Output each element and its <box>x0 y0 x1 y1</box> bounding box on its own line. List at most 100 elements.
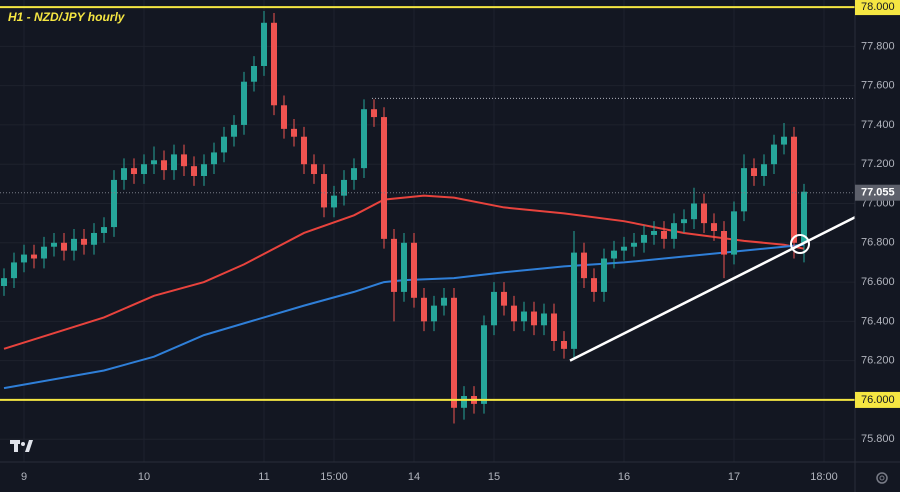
candle-body <box>801 191 807 243</box>
moving-average <box>3 194 805 350</box>
price-level-badge <box>855 391 900 408</box>
candle-body <box>241 81 247 125</box>
x-tick-label: 17 <box>728 471 740 483</box>
candle-body <box>61 242 67 251</box>
candle-body <box>621 246 627 251</box>
y-tick-label: 76.600 <box>861 276 895 288</box>
candle-body <box>211 152 217 165</box>
candle-body <box>71 238 77 251</box>
last-price-label: 77.055 <box>861 187 895 199</box>
candle-body <box>11 262 17 279</box>
settings-icon[interactable] <box>876 472 888 484</box>
trendline <box>569 216 856 362</box>
candle-body <box>791 136 797 243</box>
candle-body <box>571 252 577 349</box>
candle-body <box>701 203 707 224</box>
candle-body <box>361 109 367 169</box>
candle-body <box>311 164 317 175</box>
x-tick-label: 16 <box>618 471 630 483</box>
candle-body <box>551 313 557 341</box>
x-tick-label: 10 <box>138 471 150 483</box>
candle-body <box>131 168 137 175</box>
candle-body <box>111 179 117 228</box>
candle-body <box>501 291 507 306</box>
candle-body <box>181 154 187 167</box>
chart-title: H1 - NZD/JPY hourly <box>8 10 126 24</box>
candle-body <box>231 124 237 137</box>
candle-body <box>51 242 57 247</box>
candle-body <box>41 246 47 259</box>
y-tick-label: 78.000 <box>861 1 895 13</box>
y-tick-label: 77.600 <box>861 80 895 92</box>
logo <box>10 440 33 452</box>
candle-body <box>191 166 197 176</box>
y-tick-label: 76.000 <box>861 394 895 406</box>
candle-body <box>1 278 7 286</box>
candle-body <box>671 223 677 239</box>
x-tick-label: 14 <box>408 471 420 483</box>
y-tick-label: 76.800 <box>861 237 895 249</box>
y-tick-label: 77.800 <box>861 40 895 52</box>
candle-body <box>331 195 337 208</box>
candle-body <box>201 164 207 176</box>
candle-body <box>581 252 587 279</box>
candle-body <box>281 105 287 129</box>
candle-body <box>371 109 377 118</box>
candle-body <box>601 258 607 292</box>
candle-body <box>461 396 467 408</box>
last-price-badge <box>855 184 900 201</box>
candle-body <box>641 234 647 243</box>
candle-body <box>171 154 177 171</box>
candle-body <box>161 160 167 171</box>
candle-body <box>81 238 87 245</box>
candle-body <box>31 254 37 259</box>
x-tick-label: 15:00 <box>320 471 348 483</box>
candle-body <box>781 136 787 145</box>
candle-body <box>291 128 297 137</box>
y-tick-label: 75.800 <box>861 433 895 445</box>
candle-body <box>381 117 387 239</box>
y-tick-label: 77.400 <box>861 119 895 131</box>
candle-body <box>631 242 637 247</box>
candle-body <box>451 297 457 408</box>
candle-body <box>21 254 27 263</box>
candle-body <box>741 168 747 212</box>
candle-body <box>261 22 267 67</box>
candle-body <box>661 231 667 239</box>
candle-body <box>711 223 717 231</box>
candle-body <box>771 144 777 165</box>
candle-body <box>441 297 447 306</box>
y-tick-label: 76.200 <box>861 355 895 367</box>
candle-body <box>271 22 277 106</box>
highlight-circle <box>790 234 810 254</box>
candle-body <box>391 238 397 292</box>
candle-body <box>341 179 347 196</box>
candle-body <box>411 242 417 298</box>
candle-body <box>511 305 517 322</box>
candle-body <box>431 305 437 322</box>
candle-body <box>421 297 427 322</box>
axes: 75.800 76.000 76.200 76.400 76.600 76.800 77.0… <box>21 0 900 483</box>
candle-body <box>481 325 487 404</box>
candle-body <box>531 311 537 326</box>
candle-body <box>521 311 527 322</box>
candle-body <box>611 250 617 259</box>
candle-body <box>541 313 547 326</box>
y-tick-label: 76.400 <box>861 315 895 327</box>
x-tick-label: 9 <box>21 471 27 483</box>
candle-body <box>731 211 737 255</box>
candle-body <box>221 136 227 153</box>
x-tick-label: 11 <box>258 471 269 483</box>
candle-body <box>651 231 657 235</box>
candle-body <box>721 231 727 255</box>
candle-body <box>401 242 407 292</box>
candle-body <box>251 66 257 82</box>
candle-body <box>681 219 687 224</box>
candle-body <box>691 203 697 220</box>
candle-body <box>151 160 157 165</box>
candle-body <box>101 227 107 233</box>
x-tick-label: 15 <box>488 471 500 483</box>
